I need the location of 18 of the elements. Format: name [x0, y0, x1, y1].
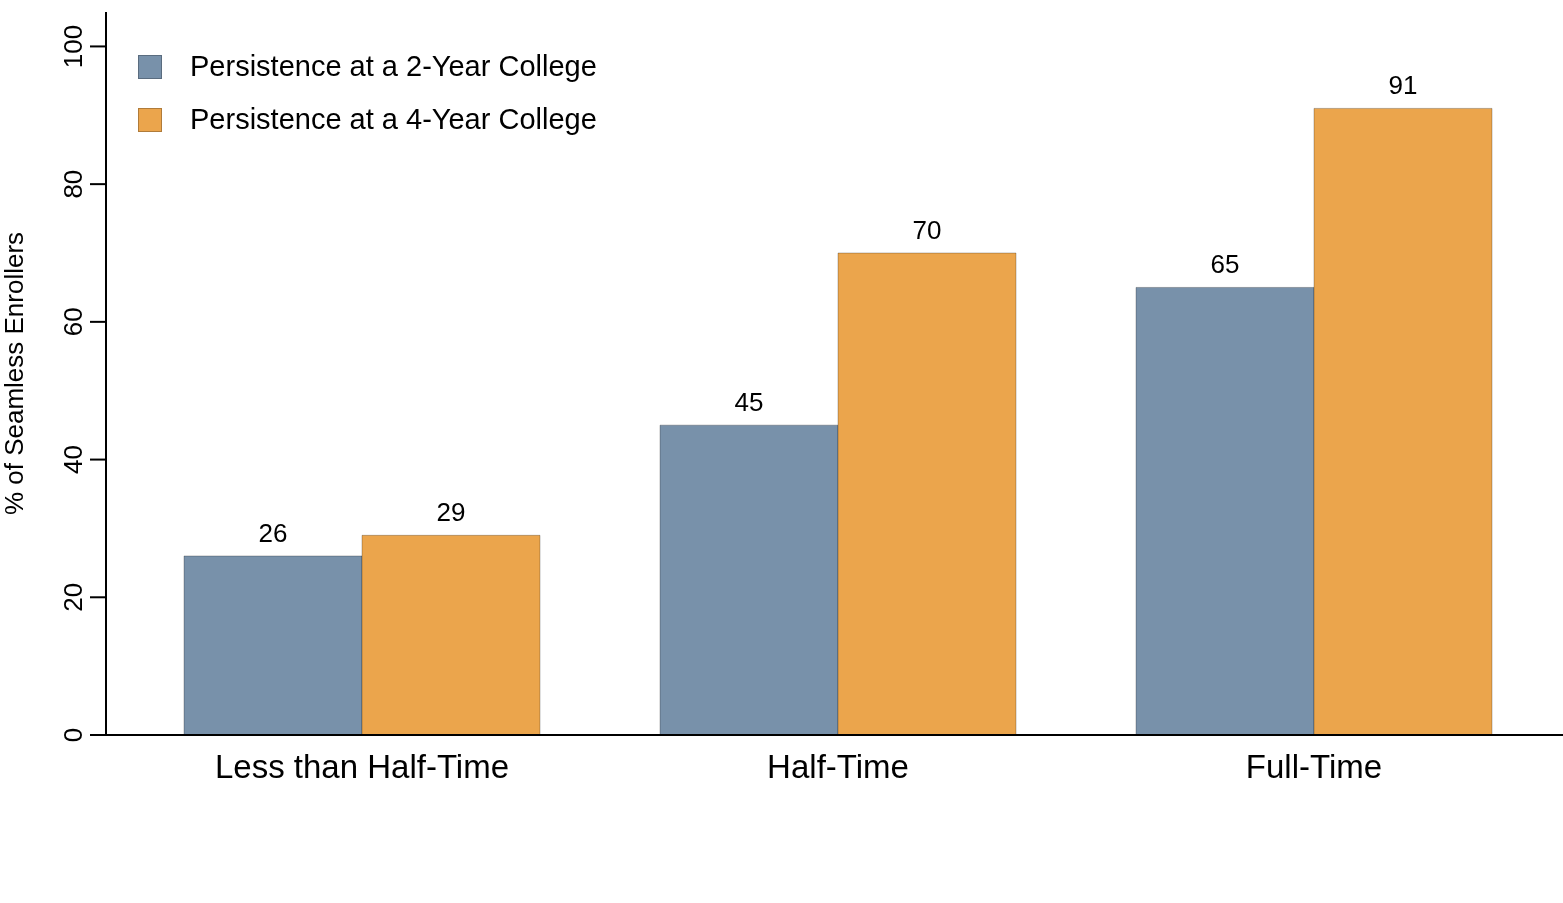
data-label: 65: [1210, 249, 1240, 280]
y-tick-label: 0: [58, 727, 88, 743]
legend-label: Persistence at a 4-Year College: [190, 103, 597, 136]
x-tick-label: Full-Time: [1245, 748, 1383, 786]
legend-label: Persistence at a 2-Year College: [190, 50, 597, 83]
x-tick-label: Half-Time: [767, 748, 909, 786]
y-tick-label: 100: [58, 24, 88, 69]
y-tick-label: 20: [58, 582, 88, 612]
data-label: 26: [258, 517, 288, 548]
data-label: 70: [912, 215, 942, 245]
y-axis-title: % of Seamless Enrollers: [0, 231, 30, 516]
x-tick-label: Less than Half-Time: [214, 748, 510, 786]
y-tick-label: 40: [58, 445, 88, 475]
data-label: 29: [436, 497, 466, 528]
data-label: 45: [734, 387, 764, 418]
y-tick-label: 80: [58, 169, 88, 199]
data-label: 91: [1388, 70, 1418, 101]
y-tick-label: 60: [58, 307, 88, 337]
